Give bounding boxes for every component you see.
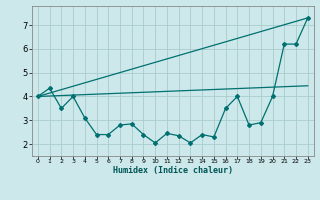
X-axis label: Humidex (Indice chaleur): Humidex (Indice chaleur) [113, 166, 233, 175]
